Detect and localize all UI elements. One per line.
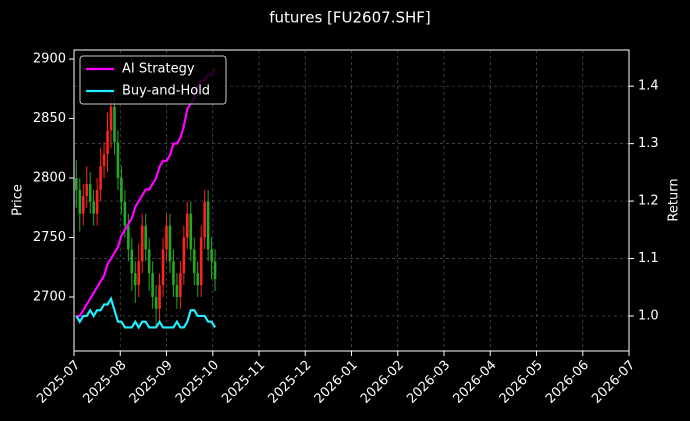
candle-body (127, 225, 130, 250)
candle-body (102, 154, 106, 167)
candle-body (106, 130, 109, 155)
candle-body (154, 296, 158, 309)
candle-body (113, 106, 116, 143)
candle-body (175, 285, 179, 297)
candle-body (109, 106, 113, 131)
x-tick-label: 2025-08 (81, 358, 130, 407)
candle-body (78, 189, 82, 214)
x-tick-label: 2025-12 (266, 358, 315, 407)
y-tick-label: 2700 (33, 289, 66, 304)
candle-body (144, 225, 147, 250)
candle-body (140, 225, 144, 262)
legend-label: AI Strategy (122, 62, 195, 77)
legend: AI Strategy Buy-and-Hold (79, 55, 227, 105)
candle-body (75, 178, 78, 190)
x-tick-label: 2025-11 (219, 358, 268, 407)
y2-tick-label: 1.3 (638, 136, 659, 151)
plot-frame (73, 49, 630, 352)
candle-body (172, 261, 175, 286)
candle-body (137, 261, 141, 286)
candle-body (99, 166, 102, 190)
candle-body (158, 285, 161, 309)
candle-body (151, 273, 154, 297)
y2-axis-label: Return (667, 178, 682, 221)
candle-body (116, 142, 120, 179)
candle-body (210, 249, 213, 262)
x-tick-label: 2025-09 (127, 358, 176, 407)
y-tick-label: 2850 (33, 111, 66, 126)
candle-body (199, 237, 203, 286)
y-tick-label: 2900 (33, 52, 66, 67)
candle-body (161, 249, 165, 286)
x-tick-label: 2026-04 (451, 358, 500, 407)
line-series (75, 296, 217, 330)
x-tick-label: 2026-03 (404, 358, 453, 407)
x-tick-label: 2025-10 (173, 358, 222, 407)
x-tick-label: 2026-05 (497, 358, 546, 407)
x-tick-label: 2026-07 (589, 358, 638, 407)
y2-tick-label: 1.0 (638, 308, 659, 323)
y-axis-label: Price (11, 184, 26, 216)
x-tick-label: 2026-06 (543, 358, 592, 407)
candle-body (147, 249, 151, 274)
candle-body (81, 195, 85, 214)
legend-label: Buy-and-Hold (122, 84, 210, 99)
candle-body (88, 183, 92, 202)
y-tick-label: 2800 (33, 171, 66, 186)
candle-body (133, 273, 137, 286)
candle-body (130, 249, 134, 274)
candle-body (179, 273, 182, 297)
candle-body (85, 183, 89, 196)
candle-body (189, 213, 193, 250)
candle-body (92, 201, 95, 214)
candle-body (203, 201, 206, 238)
y2-tick-label: 1.1 (638, 251, 659, 266)
legend-box (79, 55, 227, 105)
candle-body (206, 201, 210, 250)
candle-body (168, 225, 172, 262)
candle-body (95, 189, 99, 214)
candle-body (182, 237, 186, 274)
candle-body (192, 249, 196, 274)
y-tick-label: 2750 (33, 230, 66, 245)
chart-title: futures [FU2607.SHF] (269, 9, 431, 27)
candle-body (123, 201, 127, 226)
candle-body (196, 273, 200, 286)
x-tick-label: 2025-07 (34, 358, 83, 407)
candle-body (165, 225, 168, 250)
candle-body (186, 213, 189, 238)
x-tick-label: 2026-01 (312, 358, 361, 407)
x-tick-label: 2026-02 (358, 358, 407, 407)
y2-tick-label: 1.2 (638, 194, 659, 209)
y2-tick-label: 1.4 (638, 79, 659, 94)
candle-body (120, 178, 123, 202)
candle-body (213, 261, 217, 280)
